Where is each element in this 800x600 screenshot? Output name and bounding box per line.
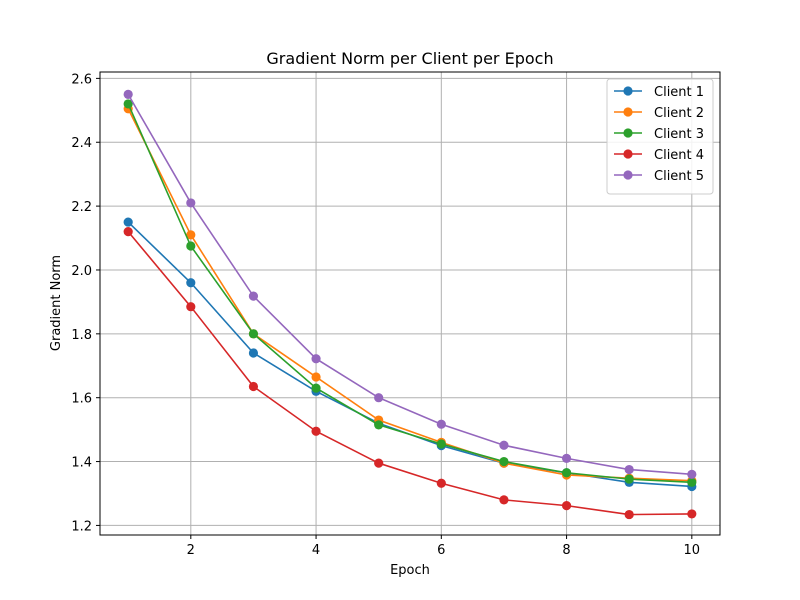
- series-client-5: [123, 89, 697, 479]
- x-tick-label: 6: [437, 543, 445, 558]
- legend-swatch-marker: [623, 170, 633, 180]
- data-point-client-5: [311, 354, 321, 364]
- data-point-client-5: [624, 464, 634, 475]
- data-point-client-3: [374, 420, 384, 430]
- data-point-client-4: [624, 509, 634, 520]
- legend-label: Client 3: [654, 127, 704, 142]
- data-point-client-2: [311, 372, 321, 382]
- y-tick-label: 1.6: [71, 392, 92, 407]
- data-point-client-3: [311, 383, 321, 393]
- legend-swatch-marker: [623, 128, 633, 138]
- data-point-client-3: [248, 329, 259, 339]
- data-point-client-5: [248, 291, 259, 301]
- data-point-client-5: [374, 393, 384, 403]
- data-point-client-5: [123, 89, 133, 99]
- series-layer: [123, 89, 697, 520]
- data-point-client-4: [374, 458, 384, 468]
- y-tick-label: 1.4: [71, 456, 92, 471]
- legend-swatch-marker: [623, 86, 633, 96]
- legend-label: Client 5: [654, 169, 704, 184]
- grid-layer: [100, 72, 720, 535]
- data-point-client-3: [436, 439, 446, 449]
- data-point-client-4: [561, 501, 572, 511]
- x-axis-label: Epoch: [390, 563, 430, 578]
- data-point-client-5: [561, 453, 572, 463]
- data-point-client-5: [499, 440, 509, 450]
- x-tick-label: 2: [187, 543, 195, 558]
- legend-item-client-1: Client 1: [614, 85, 704, 100]
- series-line-client-3: [127, 103, 692, 484]
- legend-swatch-marker: [623, 149, 633, 159]
- data-point-client-3: [561, 468, 572, 478]
- y-tick-label: 1.8: [71, 328, 92, 343]
- data-point-client-5: [687, 469, 697, 479]
- data-point-client-3: [687, 477, 697, 487]
- data-point-client-5: [186, 198, 196, 208]
- legend-label: Client 2: [654, 106, 704, 121]
- legend-box: [606, 78, 714, 195]
- plot-frame: [99, 71, 721, 536]
- data-point-client-2: [186, 230, 196, 240]
- data-point-client-1: [186, 278, 196, 288]
- series-line-client-4: [127, 231, 692, 516]
- data-point-client-4: [499, 495, 509, 505]
- legend-item-client-4: Client 4: [614, 148, 704, 163]
- y-tick-label: 2.0: [71, 264, 92, 279]
- data-point-client-4: [436, 478, 446, 488]
- data-point-client-5: [436, 419, 446, 429]
- data-point-client-4: [687, 509, 697, 519]
- data-point-client-3: [123, 99, 133, 109]
- data-point-client-4: [186, 302, 196, 312]
- data-point-client-1: [248, 348, 259, 358]
- data-point-client-4: [311, 426, 321, 436]
- data-point-client-4: [248, 381, 259, 392]
- legend-item-client-5: Client 5: [614, 169, 704, 184]
- legend-label: Client 4: [654, 148, 704, 163]
- tick-layer: 2 4 6 8 10 1.2 1.4 1.6 1.8 2.0 2.2 2.4 2.6: [71, 72, 700, 558]
- x-tick-label: 10: [684, 543, 701, 558]
- y-tick-label: 2.4: [71, 136, 92, 151]
- series-client-4: [123, 227, 697, 520]
- x-tick-label: 8: [562, 543, 570, 558]
- legend-swatch-marker: [623, 107, 633, 117]
- legend: Client 1 Client 2 Client 3 Client 4 Client 5: [606, 78, 714, 195]
- legend-label: Client 1: [654, 85, 704, 100]
- data-point-client-4: [123, 227, 133, 237]
- y-tick-label: 2.6: [71, 72, 92, 87]
- data-point-client-3: [624, 474, 634, 484]
- legend-item-client-3: Client 3: [614, 127, 704, 142]
- series-line-client-5: [127, 93, 692, 476]
- chart-title: Gradient Norm per Client per Epoch: [266, 49, 553, 68]
- legend-item-client-2: Client 2: [614, 106, 704, 121]
- y-tick-label: 2.2: [71, 200, 92, 215]
- y-tick-label: 1.2: [71, 519, 92, 534]
- data-point-client-3: [186, 241, 196, 251]
- data-point-client-1: [123, 217, 133, 227]
- y-axis-label: Gradient Norm: [49, 255, 64, 351]
- x-tick-label: 4: [312, 543, 320, 558]
- series-client-3: [123, 99, 697, 487]
- data-point-client-3: [499, 456, 509, 467]
